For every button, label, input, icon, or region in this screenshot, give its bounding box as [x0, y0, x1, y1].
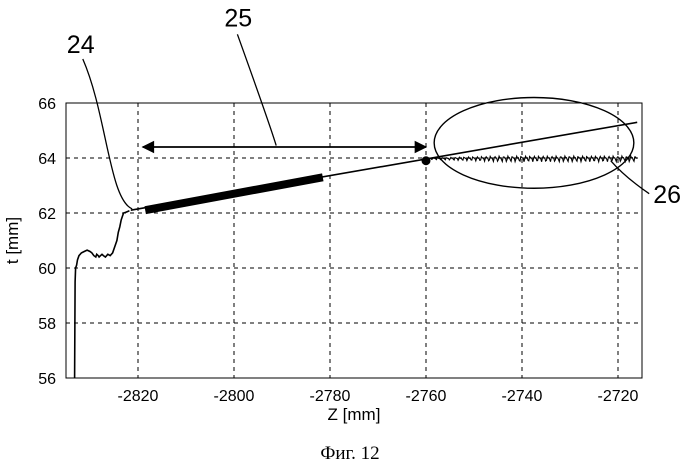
x-tick-label-3: -2760	[406, 388, 447, 405]
leader-line-25	[237, 34, 276, 145]
y-tick-label-2: 60	[38, 261, 56, 278]
y-axis-title: t [mm]	[3, 217, 22, 264]
fitted-segment-bold	[145, 177, 323, 210]
reference-label-25: 25	[224, 4, 252, 32]
reference-label-26: 26	[653, 181, 681, 209]
series	[75, 98, 638, 379]
ticks: -2820 -2800 -2780 -2760 -2740 -2720 56 58 60 62 64…	[38, 96, 638, 405]
y-tick-label-5: 66	[38, 96, 56, 113]
y-tick-label-1: 58	[38, 316, 56, 333]
y-tick-label-3: 62	[38, 206, 56, 223]
figure-caption: Фиг. 12	[320, 443, 379, 464]
plot-frame	[66, 103, 642, 378]
oscillating-signal	[428, 156, 637, 162]
y-tick-label-0: 56	[38, 371, 56, 388]
y-tick-label-4: 64	[38, 151, 56, 168]
reference-label-24: 24	[67, 31, 95, 59]
measured-profile-line	[75, 211, 130, 378]
leader-line-26	[611, 161, 649, 194]
marker-point	[422, 156, 431, 165]
x-tick-label-5: -2720	[598, 388, 639, 405]
highlight-ellipse	[434, 98, 634, 189]
x-tick-label-2: -2780	[310, 388, 351, 405]
x-tick-label-1: -2800	[214, 388, 255, 405]
x-axis-title: Z [mm]	[328, 405, 381, 424]
grid	[66, 103, 642, 378]
leader-line-24	[83, 59, 132, 209]
annotations: 24 25 26	[67, 4, 681, 209]
x-tick-label-4: -2740	[502, 388, 543, 405]
x-tick-label-0: -2820	[118, 388, 159, 405]
